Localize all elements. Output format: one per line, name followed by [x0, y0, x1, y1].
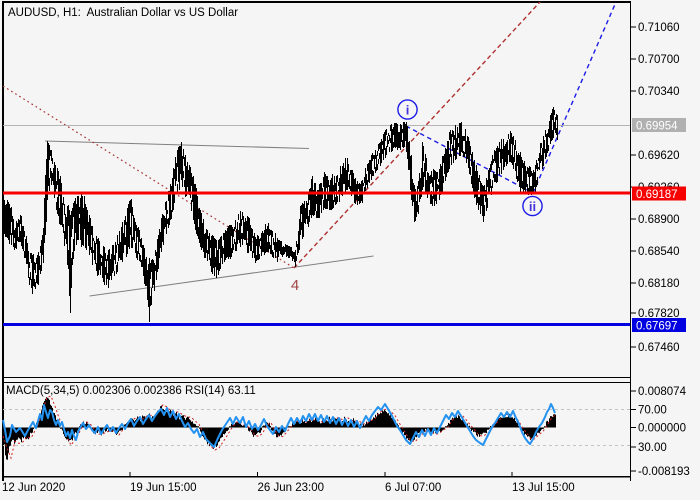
svg-text:i: i: [406, 103, 410, 118]
svg-text:0.69187: 0.69187: [636, 189, 678, 201]
svg-text:13 Jul 15:00: 13 Jul 15:00: [512, 482, 575, 494]
svg-text:0.71060: 0.71060: [638, 22, 680, 34]
svg-text:0.70340: 0.70340: [638, 86, 680, 98]
svg-text:0.69620: 0.69620: [638, 150, 680, 162]
svg-text:0.67460: 0.67460: [638, 342, 680, 354]
svg-text:19 Jun 15:00: 19 Jun 15:00: [130, 482, 197, 494]
svg-text:AUDUSD, H1: Australian Dollar: AUDUSD, H1: Australian Dollar vs US Doll…: [8, 7, 238, 19]
svg-text:0.67697: 0.67697: [636, 321, 678, 333]
svg-text:0.67820: 0.67820: [638, 308, 680, 320]
svg-text:30.00: 30.00: [638, 442, 667, 454]
svg-text:0.70700: 0.70700: [638, 54, 680, 66]
svg-text:0.69954: 0.69954: [636, 121, 678, 133]
svg-text:12 Jun 2020: 12 Jun 2020: [2, 482, 65, 494]
svg-text:26 Jun 23:00: 26 Jun 23:00: [258, 482, 325, 494]
svg-text:70.00: 70.00: [638, 405, 667, 417]
svg-text:0.008074: 0.008074: [638, 386, 687, 398]
svg-text:4: 4: [291, 277, 299, 294]
svg-text:0.68540: 0.68540: [638, 246, 680, 258]
svg-text:6 Jul 07:00: 6 Jul 07:00: [385, 482, 441, 494]
svg-text:0.68900: 0.68900: [638, 214, 680, 226]
svg-text:ii: ii: [529, 199, 536, 214]
svg-text:MACD(5,34,5) 0.002306 0.002386: MACD(5,34,5) 0.002306 0.002386 RSI(14) 6…: [6, 385, 256, 397]
svg-text:0.68180: 0.68180: [638, 278, 680, 290]
svg-text:-0.008193: -0.008193: [638, 466, 690, 478]
svg-text:0.000000: 0.000000: [638, 423, 686, 435]
